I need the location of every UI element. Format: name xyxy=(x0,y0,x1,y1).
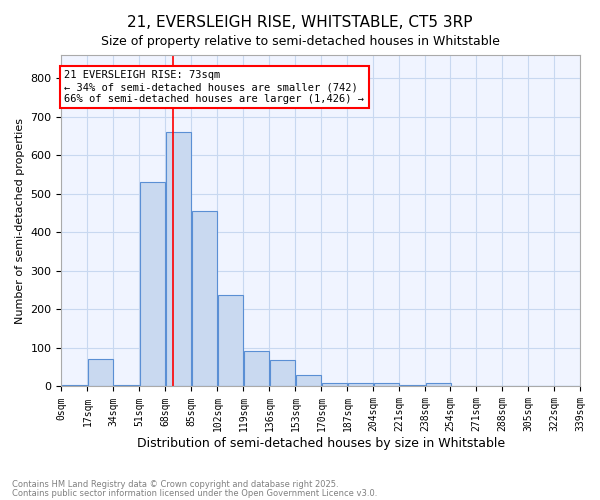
Text: Contains public sector information licensed under the Open Government Licence v3: Contains public sector information licen… xyxy=(12,488,377,498)
Bar xyxy=(114,384,139,386)
Bar xyxy=(218,294,243,386)
Bar xyxy=(62,384,87,386)
Bar xyxy=(348,382,373,386)
Text: Contains HM Land Registry data © Crown copyright and database right 2025.: Contains HM Land Registry data © Crown c… xyxy=(12,480,338,489)
Text: 21 EVERSLEIGH RISE: 73sqm
← 34% of semi-detached houses are smaller (742)
66% of: 21 EVERSLEIGH RISE: 73sqm ← 34% of semi-… xyxy=(64,70,364,104)
Y-axis label: Number of semi-detached properties: Number of semi-detached properties xyxy=(15,118,25,324)
Bar xyxy=(400,384,425,386)
Bar xyxy=(192,211,217,386)
Bar xyxy=(88,360,113,386)
Bar xyxy=(426,384,451,386)
Bar xyxy=(166,132,191,386)
Bar xyxy=(270,360,295,386)
Bar xyxy=(374,384,399,386)
Text: Size of property relative to semi-detached houses in Whitstable: Size of property relative to semi-detach… xyxy=(101,35,499,48)
Bar xyxy=(140,182,165,386)
Bar xyxy=(322,384,347,386)
Text: 21, EVERSLEIGH RISE, WHITSTABLE, CT5 3RP: 21, EVERSLEIGH RISE, WHITSTABLE, CT5 3RP xyxy=(127,15,473,30)
Bar xyxy=(244,350,269,386)
X-axis label: Distribution of semi-detached houses by size in Whitstable: Distribution of semi-detached houses by … xyxy=(137,437,505,450)
Bar xyxy=(296,375,321,386)
